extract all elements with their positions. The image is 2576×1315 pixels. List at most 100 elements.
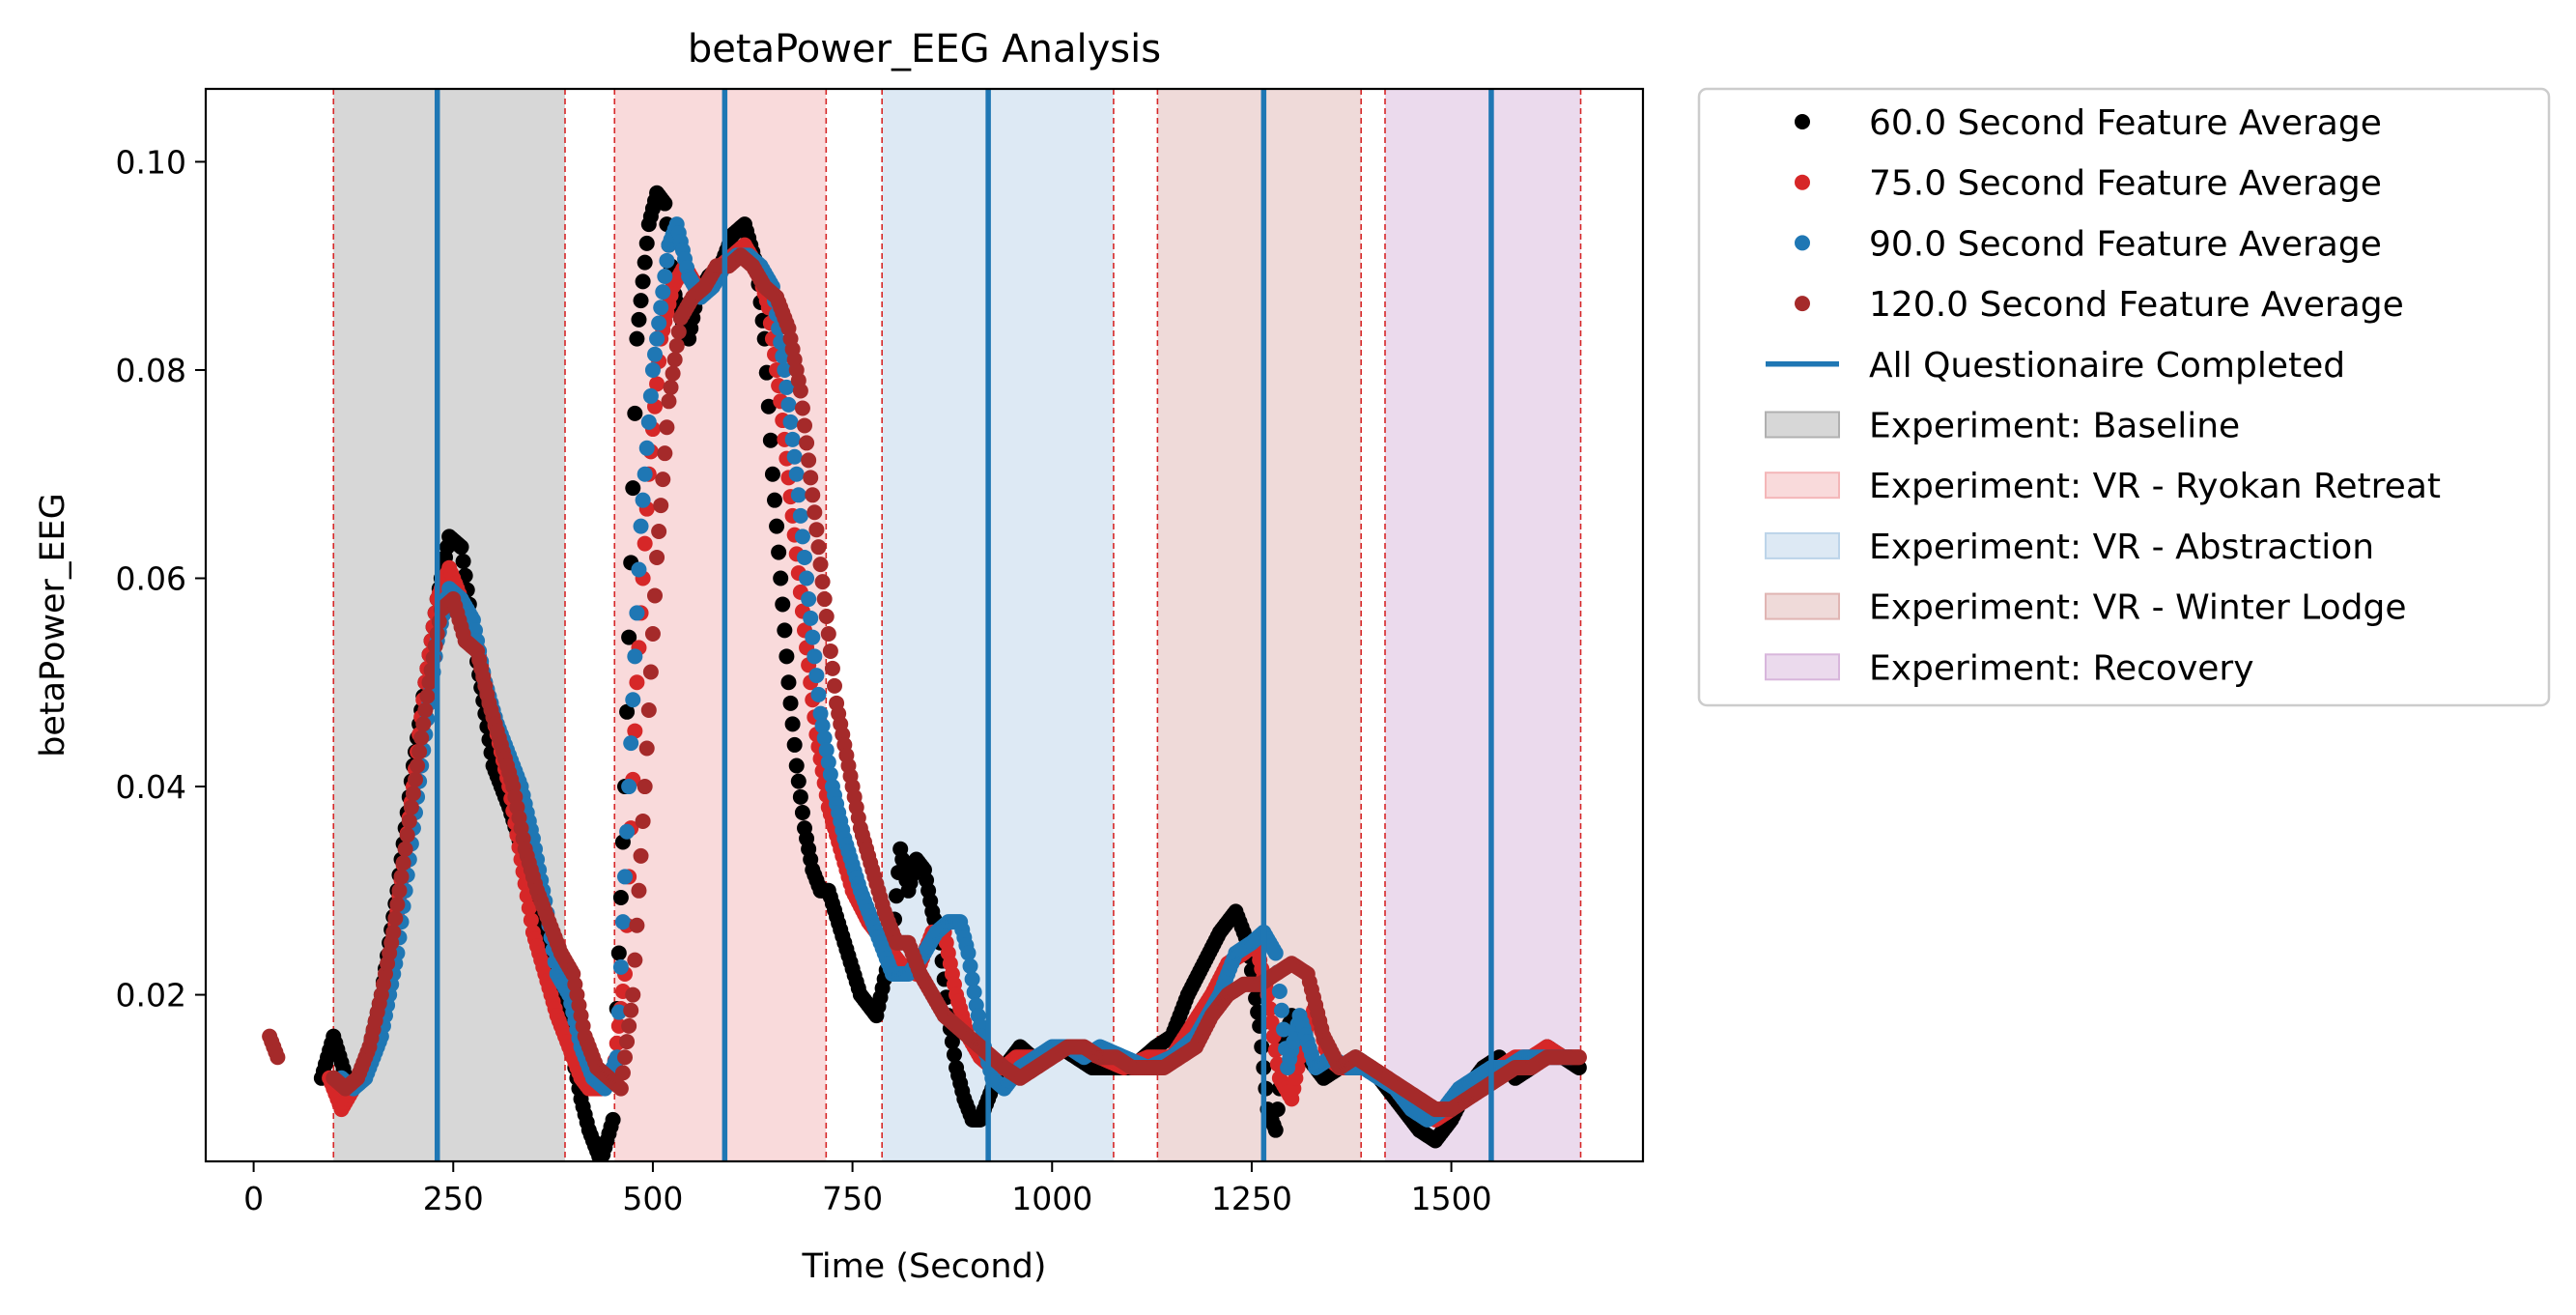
data-point <box>605 1111 621 1128</box>
data-point <box>631 561 647 578</box>
data-point <box>818 609 835 625</box>
legend-frame <box>1697 87 2551 707</box>
data-point <box>792 507 808 524</box>
data-point <box>784 431 801 447</box>
data-point <box>637 535 653 552</box>
data-point <box>633 847 649 864</box>
data-point <box>760 398 777 415</box>
data-point <box>786 736 803 753</box>
data-point <box>637 254 653 271</box>
data-point <box>523 912 539 929</box>
data-point <box>814 718 831 734</box>
data-point <box>797 417 812 434</box>
legend-label: 90.0 Second Feature Average <box>1869 224 2382 264</box>
legend-label: 75.0 Second Feature Average <box>1869 164 2382 204</box>
data-point <box>1269 1101 1286 1118</box>
data-point <box>1267 1122 1284 1138</box>
data-point <box>649 330 665 347</box>
data-point <box>627 723 643 739</box>
legend-patch <box>1765 411 1840 439</box>
data-point <box>395 855 411 872</box>
data-point <box>410 758 426 774</box>
data-point <box>651 315 667 331</box>
data-point <box>663 379 679 395</box>
data-point <box>638 740 655 757</box>
data-point <box>612 889 629 905</box>
data-point <box>788 758 805 774</box>
data-point <box>1276 1021 1291 1038</box>
data-point <box>812 557 829 573</box>
data-point <box>784 716 801 732</box>
data-point <box>889 888 905 904</box>
data-point <box>629 674 645 691</box>
data-point <box>786 448 803 465</box>
data-point <box>780 674 797 691</box>
data-point <box>411 744 428 760</box>
data-point <box>653 498 669 514</box>
data-point <box>644 625 661 642</box>
data-point <box>797 549 812 565</box>
data-point <box>623 1002 639 1018</box>
data-point <box>822 766 838 783</box>
data-point <box>649 549 665 565</box>
data-point <box>655 472 671 488</box>
data-point <box>387 910 404 927</box>
legend-label: Experiment: Baseline <box>1869 407 2240 446</box>
data-point <box>619 1034 636 1050</box>
legend-label: All Questionaire Completed <box>1869 346 2345 386</box>
legend-marker <box>1795 174 1810 190</box>
data-point <box>625 692 641 708</box>
data-point <box>655 284 671 300</box>
data-point <box>649 376 665 392</box>
x-tick-label: 0 <box>243 1180 264 1217</box>
data-point <box>659 252 675 269</box>
legend-label: Experiment: VR - Ryokan Retreat <box>1869 467 2441 506</box>
data-point <box>801 452 817 469</box>
data-point <box>805 487 821 503</box>
data-point <box>647 587 663 604</box>
data-point <box>269 1049 286 1066</box>
data-point <box>807 648 823 665</box>
data-point <box>764 466 780 482</box>
span-experiment-baseline <box>333 89 565 1161</box>
data-point <box>767 492 782 508</box>
data-point <box>623 735 639 752</box>
data-point <box>612 1080 629 1097</box>
legend-patch <box>1765 653 1840 681</box>
y-axis-ticks: 0.02 0.04 0.06 0.08 0.10 <box>116 143 206 1015</box>
data-point <box>642 387 659 404</box>
data-point <box>794 529 810 545</box>
data-point <box>803 470 819 486</box>
data-point <box>803 610 819 626</box>
data-point <box>824 660 840 676</box>
data-point <box>635 273 651 290</box>
data-point <box>619 703 636 720</box>
data-point <box>775 596 791 613</box>
x-tick-label: 750 <box>822 1180 883 1217</box>
data-point <box>816 591 833 608</box>
x-tick-label: 1500 <box>1411 1180 1492 1217</box>
legend-label: 60.0 Second Feature Average <box>1869 103 2382 143</box>
data-point <box>668 337 685 354</box>
data-point <box>631 311 647 328</box>
data-point <box>617 1049 633 1066</box>
data-point <box>666 352 683 368</box>
data-point <box>389 897 406 913</box>
plot-frame <box>204 87 1645 1163</box>
data-point <box>1263 1015 1280 1031</box>
data-point <box>621 1017 637 1034</box>
legend-marker <box>1795 235 1810 251</box>
data-point <box>657 195 673 212</box>
data-point <box>421 674 438 691</box>
y-tick-label: 0.08 <box>116 352 186 389</box>
legend-marker <box>1795 296 1810 312</box>
data-point <box>637 466 653 482</box>
data-point <box>647 346 663 362</box>
data-point <box>801 591 817 608</box>
data-point <box>818 742 835 758</box>
data-point <box>794 804 810 820</box>
x-tick-label: 500 <box>622 1180 683 1217</box>
data-point <box>415 716 432 732</box>
data-point <box>619 823 636 840</box>
